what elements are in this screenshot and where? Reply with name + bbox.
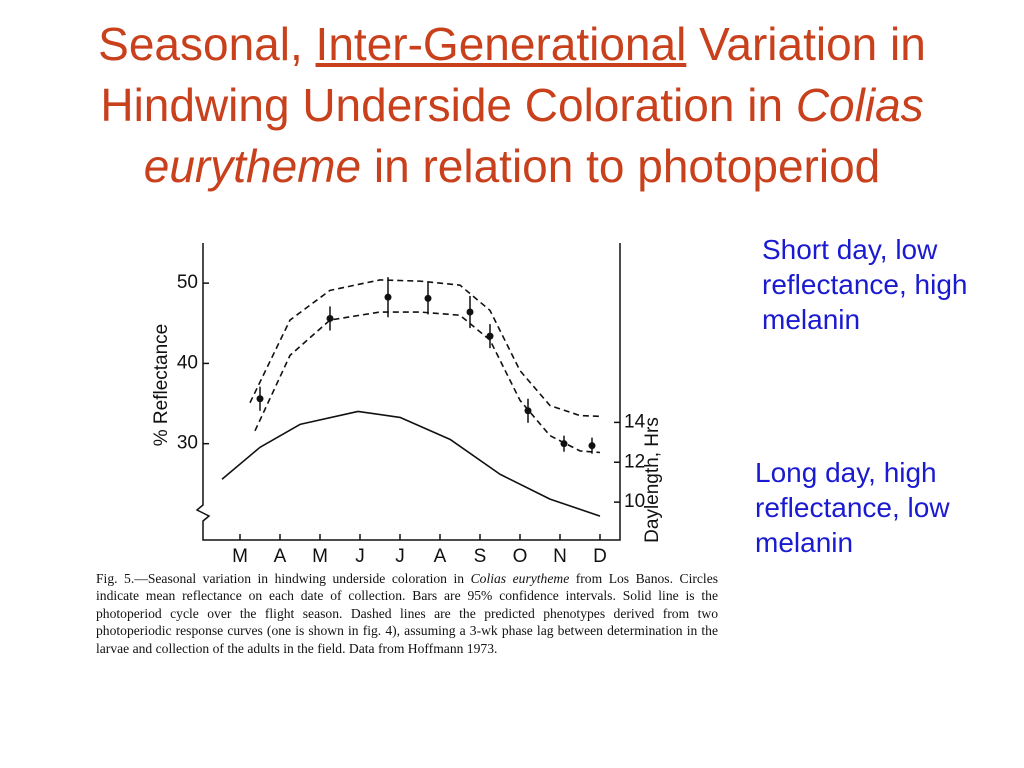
data-point <box>466 308 474 316</box>
y-axis-label: % Reflectance <box>151 324 172 447</box>
x-tick-label: A <box>274 546 287 567</box>
x-tick-label: M <box>312 546 328 567</box>
dashed-line <box>254 311 601 454</box>
x-tick-label: J <box>395 546 405 567</box>
axis-frame <box>195 243 621 541</box>
y-tick-label: 50 <box>177 272 198 293</box>
title-part: Seasonal, <box>98 18 316 70</box>
x-tick-label: J <box>355 546 365 567</box>
title-part: in relation to photoperiod <box>361 140 881 192</box>
data-point <box>424 294 432 302</box>
x-tick-label: D <box>593 546 607 567</box>
data-point <box>256 395 264 403</box>
y-tick-label: 30 <box>177 433 198 454</box>
note: Long day, high reflectance, low melanin <box>755 457 950 558</box>
y2-axis-label: Daylength, Hrs <box>642 417 663 543</box>
y2-tick-label: 14 <box>624 411 646 432</box>
solid-line <box>221 410 601 517</box>
data-point <box>384 293 392 301</box>
x-tick-label: S <box>474 546 487 567</box>
note: Short day, low reflectance, high melanin <box>762 234 968 335</box>
axes <box>195 243 621 541</box>
data-point <box>326 314 334 322</box>
y2-tick-label: 12 <box>624 451 645 472</box>
y-tick-label: 40 <box>177 352 198 373</box>
title-part: Colias eurytheme <box>143 79 924 192</box>
title-part: Inter-Generational <box>315 18 687 70</box>
x-tick-label: A <box>434 546 447 567</box>
title-part: Variation in Hindwing Underside Colorati… <box>100 18 926 131</box>
x-tick-label: N <box>553 546 567 567</box>
caption: Fig. 5.—Seasonal variation in hindwing u… <box>96 570 718 657</box>
caption-part: Colias eurytheme <box>470 571 570 586</box>
data-point <box>588 442 596 450</box>
x-tick-label: M <box>232 546 248 567</box>
caption-part: from Los Banos. Circles indicate mean re… <box>96 571 719 656</box>
data-point <box>524 407 532 415</box>
dashed-line <box>249 279 601 418</box>
x-tick-label: O <box>513 546 528 567</box>
slide-title: Seasonal, Inter-Generational Variation i… <box>42 14 982 197</box>
y2-tick-label: 10 <box>624 491 645 512</box>
caption-part: Fig. 5.—Seasonal variation in hindwing u… <box>96 571 471 586</box>
